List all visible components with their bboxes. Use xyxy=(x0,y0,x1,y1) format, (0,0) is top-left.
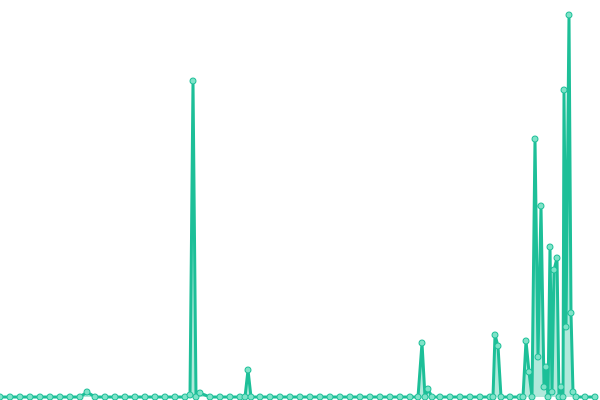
point xyxy=(366,393,374,400)
point xyxy=(306,393,314,400)
point xyxy=(76,393,84,400)
point xyxy=(256,393,264,400)
point xyxy=(436,393,444,400)
point xyxy=(216,393,224,400)
point xyxy=(591,393,599,400)
point xyxy=(151,393,159,400)
point xyxy=(553,254,561,262)
point xyxy=(83,388,91,396)
point xyxy=(396,393,404,400)
point xyxy=(266,393,274,400)
point xyxy=(531,135,539,143)
point xyxy=(562,323,570,331)
point xyxy=(466,393,474,400)
point xyxy=(456,393,464,400)
point xyxy=(131,393,139,400)
point xyxy=(489,393,497,400)
point xyxy=(494,342,502,350)
point xyxy=(196,389,204,397)
point xyxy=(6,393,14,400)
point xyxy=(567,309,575,317)
point xyxy=(418,339,426,347)
point xyxy=(244,366,252,374)
point xyxy=(424,385,432,393)
point xyxy=(206,393,214,400)
point xyxy=(171,393,179,400)
point xyxy=(189,77,197,85)
point xyxy=(519,393,527,400)
point xyxy=(548,388,556,396)
point xyxy=(296,393,304,400)
point xyxy=(559,393,567,400)
point xyxy=(414,393,422,400)
point xyxy=(141,393,149,400)
point xyxy=(161,393,169,400)
point xyxy=(560,86,568,94)
point xyxy=(534,353,542,361)
point xyxy=(66,393,74,400)
point xyxy=(46,393,54,400)
point xyxy=(421,393,429,400)
point xyxy=(36,393,44,400)
point xyxy=(346,393,354,400)
point xyxy=(476,393,484,400)
point xyxy=(316,393,324,400)
point xyxy=(286,393,294,400)
point xyxy=(101,393,109,400)
point xyxy=(91,393,99,400)
point xyxy=(542,363,550,371)
point xyxy=(247,393,255,400)
point xyxy=(446,393,454,400)
point xyxy=(406,393,414,400)
point xyxy=(192,393,200,400)
point xyxy=(565,11,573,19)
point xyxy=(544,393,552,400)
point xyxy=(569,388,577,396)
point xyxy=(497,393,505,400)
area xyxy=(0,15,595,397)
point xyxy=(376,393,384,400)
point xyxy=(0,393,4,400)
point xyxy=(528,393,536,400)
point xyxy=(26,393,34,400)
point xyxy=(241,393,249,400)
point xyxy=(326,393,334,400)
point xyxy=(546,243,554,251)
line xyxy=(0,13,595,399)
point xyxy=(336,393,344,400)
point xyxy=(572,393,580,400)
point xyxy=(557,383,565,391)
point xyxy=(121,393,129,400)
point xyxy=(525,368,533,376)
point xyxy=(276,393,284,400)
point xyxy=(537,202,545,210)
point xyxy=(186,391,194,399)
point xyxy=(522,337,530,345)
point xyxy=(226,393,234,400)
point xyxy=(111,393,119,400)
point xyxy=(56,393,64,400)
point xyxy=(386,393,394,400)
point xyxy=(581,393,589,400)
point xyxy=(16,393,24,400)
point xyxy=(356,393,364,400)
point xyxy=(506,393,514,400)
point xyxy=(540,383,548,391)
point xyxy=(491,331,499,339)
point xyxy=(550,266,558,274)
point xyxy=(428,393,436,400)
